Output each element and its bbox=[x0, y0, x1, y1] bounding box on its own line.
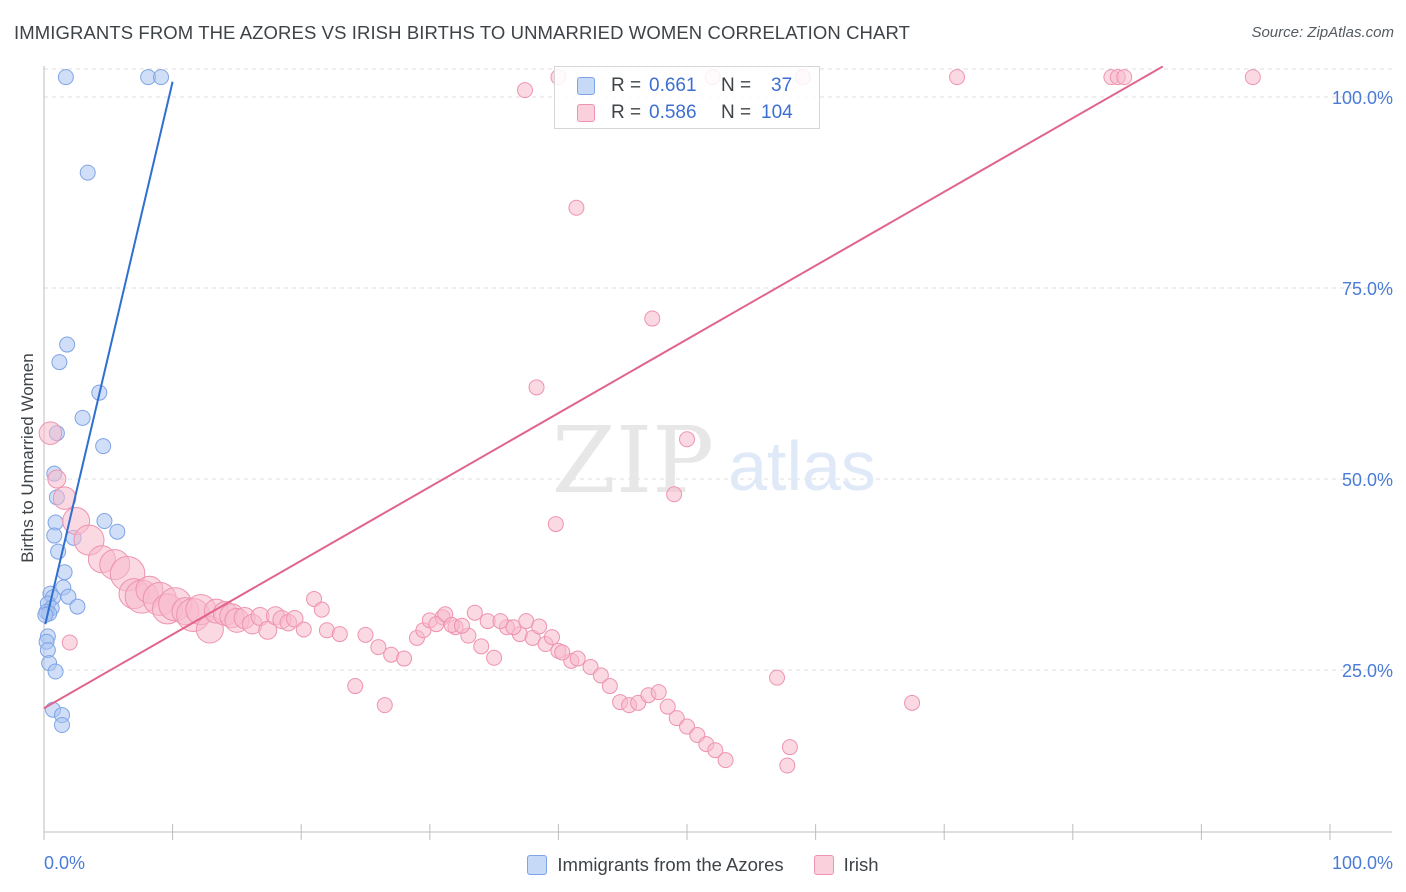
irish-point bbox=[650, 684, 667, 701]
stats-r-value: 0.586 bbox=[649, 102, 697, 123]
irish-point bbox=[473, 638, 490, 655]
irish-point bbox=[38, 421, 63, 445]
y-tick-label: 100.0% bbox=[1332, 88, 1393, 108]
watermark-zip: ZIP bbox=[552, 407, 714, 514]
irish-point bbox=[707, 742, 724, 759]
tick-labels: 25.0% 50.0% 75.0% 100.0% 0.0% 100.0% bbox=[44, 88, 1393, 873]
irish-point bbox=[644, 310, 661, 327]
x-tick-label: 100.0% bbox=[1332, 853, 1393, 873]
azores-point bbox=[51, 354, 68, 371]
irish-point bbox=[531, 618, 548, 635]
irish-point bbox=[453, 617, 470, 634]
irish-point bbox=[781, 739, 798, 756]
irish-point bbox=[295, 621, 312, 638]
irish-point bbox=[466, 604, 483, 621]
irish-point bbox=[61, 634, 78, 651]
azores-trend-line bbox=[44, 81, 174, 625]
stats-r-value: 0.661 bbox=[649, 75, 697, 96]
irish-point bbox=[357, 626, 374, 643]
y-tick-label: 25.0% bbox=[1342, 661, 1393, 681]
azores-point bbox=[79, 164, 96, 181]
trend-lines bbox=[43, 65, 1164, 710]
irish-point bbox=[370, 639, 387, 656]
irish-point bbox=[486, 649, 503, 666]
legend-item-azores[interactable]: Immigrants from the Azores bbox=[527, 854, 784, 876]
irish-point bbox=[568, 199, 585, 216]
irish-point bbox=[492, 613, 509, 630]
y-axis-label: Births to Unmarried Women bbox=[18, 353, 37, 562]
irish-point bbox=[547, 516, 564, 533]
stats-swatch-irish bbox=[577, 104, 595, 122]
source-credit: Source: ZipAtlas.com bbox=[1251, 24, 1394, 41]
irish-point bbox=[543, 629, 560, 646]
irish-point bbox=[569, 650, 586, 667]
irish-point bbox=[601, 678, 618, 695]
stats-n-label: N = bbox=[721, 75, 752, 96]
legend-label-irish: Irish bbox=[843, 854, 879, 875]
irish-point bbox=[717, 752, 734, 769]
azores-point bbox=[54, 717, 71, 734]
irish-point bbox=[679, 431, 695, 448]
irish-point bbox=[528, 379, 545, 396]
watermark-atlas: atlas bbox=[728, 427, 876, 505]
irish-point bbox=[347, 678, 364, 695]
grid-lines bbox=[44, 68, 1392, 671]
irish-point bbox=[668, 710, 685, 727]
azores-point bbox=[57, 69, 74, 86]
stats-r-label: R = bbox=[611, 102, 642, 123]
irish-point bbox=[949, 69, 966, 86]
irish-point bbox=[331, 626, 348, 643]
azores-point bbox=[47, 663, 64, 680]
azores-point bbox=[96, 513, 113, 530]
azores-point bbox=[109, 523, 126, 540]
irish-point bbox=[904, 694, 921, 711]
legend-swatch-azores bbox=[527, 855, 548, 875]
stats-legend: R = 0.661 N = 37 R = 0.586 N = 104 bbox=[554, 66, 820, 129]
irish-point bbox=[376, 697, 393, 714]
legend-swatch-irish bbox=[813, 855, 834, 875]
axes bbox=[43, 66, 1392, 840]
y-tick-label: 75.0% bbox=[1342, 279, 1393, 299]
stats-n-value: 104 bbox=[761, 102, 793, 123]
legend-item-irish[interactable]: Irish bbox=[813, 854, 879, 876]
irish-point bbox=[679, 718, 695, 735]
x-tick-label: 0.0% bbox=[44, 853, 85, 873]
irish-point bbox=[666, 486, 683, 503]
irish-trend-line bbox=[43, 65, 1164, 710]
irish-point bbox=[769, 669, 786, 686]
azores-point bbox=[59, 336, 76, 353]
chart-title: IMMIGRANTS FROM THE AZORES VS IRISH BIRT… bbox=[14, 22, 910, 43]
irish-point bbox=[396, 650, 413, 667]
stats-n-label: N = bbox=[721, 102, 752, 123]
y-tick-label: 50.0% bbox=[1342, 470, 1393, 490]
irish-point bbox=[516, 82, 533, 99]
irish-point bbox=[313, 601, 330, 618]
irish-point bbox=[582, 658, 599, 675]
stats-r-label: R = bbox=[611, 75, 642, 96]
irish-point bbox=[286, 610, 304, 628]
irish-point bbox=[659, 698, 676, 715]
azores-point bbox=[95, 438, 112, 455]
irish-point bbox=[554, 644, 571, 661]
azores-point bbox=[69, 598, 86, 615]
irish-point bbox=[592, 667, 609, 684]
azores-point bbox=[46, 527, 63, 544]
azores-point bbox=[153, 69, 170, 86]
stats-n-value: 37 bbox=[771, 75, 793, 96]
irish-point bbox=[779, 757, 796, 774]
irish-point bbox=[1116, 69, 1133, 86]
irish-point bbox=[1244, 69, 1261, 86]
legend: Immigrants from the Azores Irish bbox=[0, 851, 1406, 879]
irish-point bbox=[505, 619, 522, 636]
stats-swatch-azores bbox=[577, 77, 595, 95]
irish-point bbox=[47, 469, 67, 489]
legend-label-azores: Immigrants from the Azores bbox=[557, 854, 784, 875]
azores-point bbox=[74, 409, 91, 426]
